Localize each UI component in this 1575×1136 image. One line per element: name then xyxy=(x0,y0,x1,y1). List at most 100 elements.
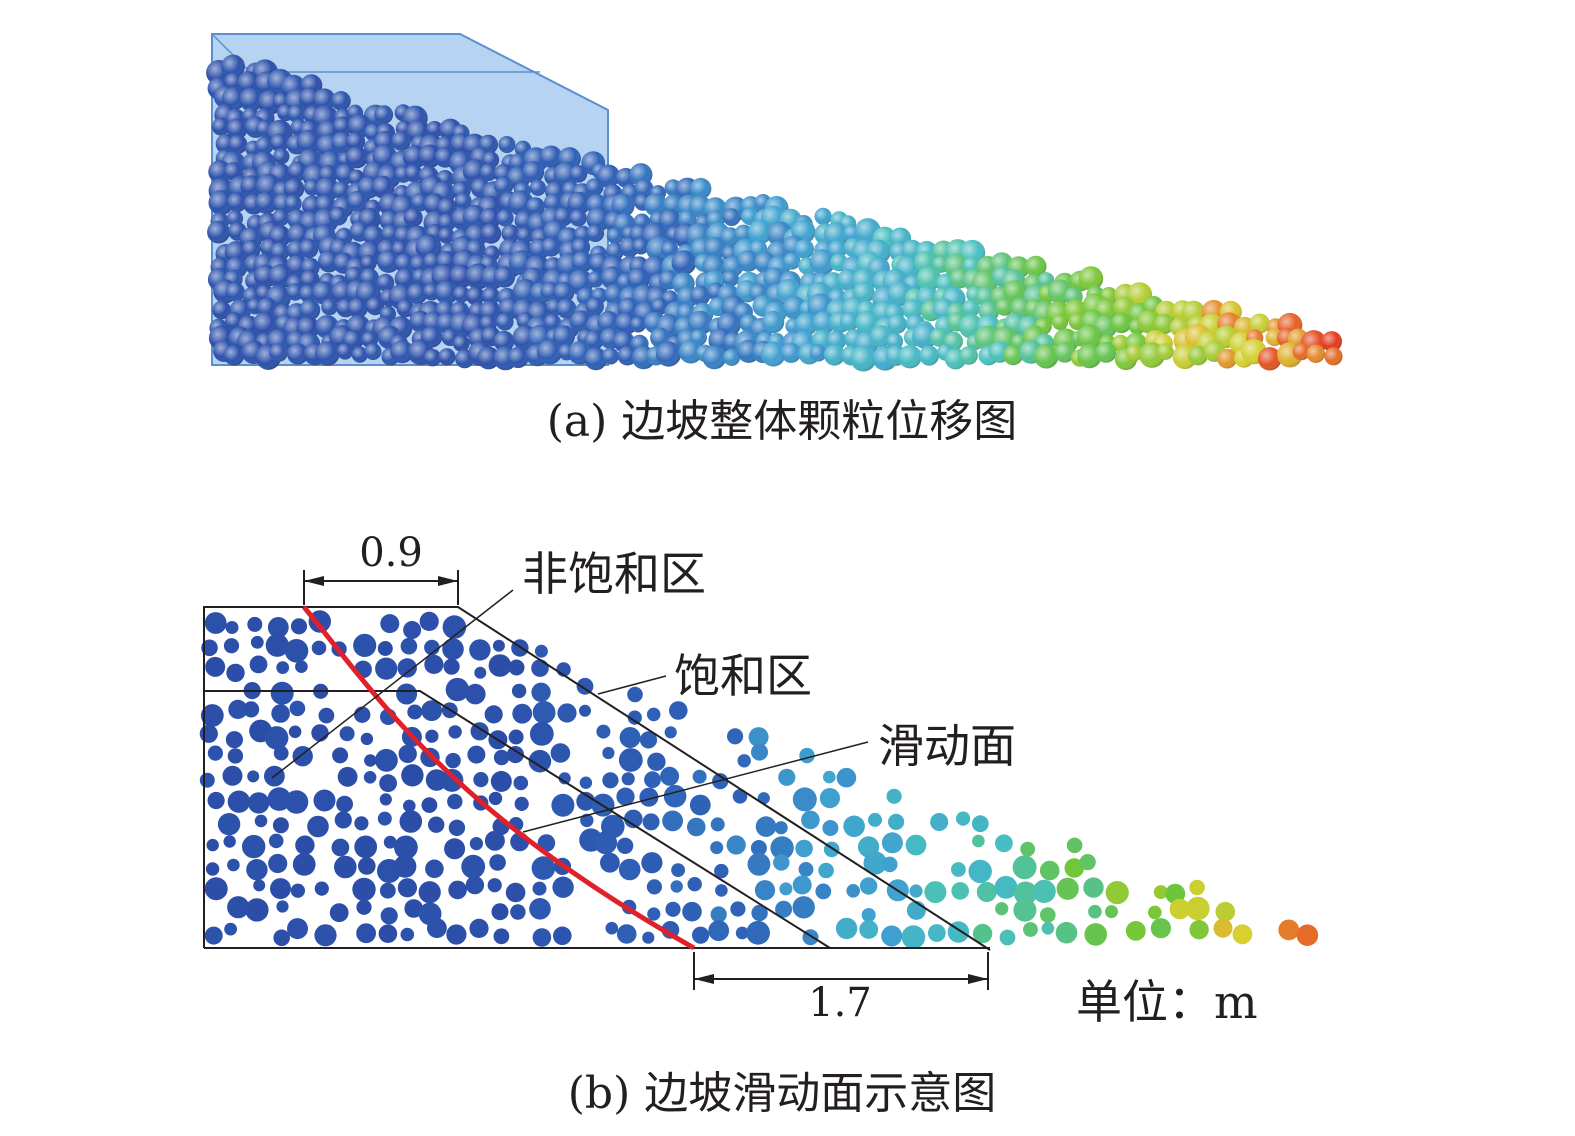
particle xyxy=(424,654,444,675)
particle-shade xyxy=(544,313,562,331)
particle-shade xyxy=(536,339,563,365)
particle xyxy=(336,795,353,813)
particle xyxy=(951,882,969,900)
particle-shade xyxy=(678,339,703,364)
particle xyxy=(488,654,512,677)
particle xyxy=(972,923,993,944)
particle xyxy=(354,706,371,723)
particle xyxy=(394,835,418,860)
particle-shade xyxy=(1054,342,1075,363)
particle xyxy=(331,838,350,857)
particle xyxy=(642,813,660,831)
particle-shade xyxy=(688,310,713,336)
particle xyxy=(487,878,502,893)
particle-shade xyxy=(1217,348,1237,369)
particle-shade xyxy=(438,348,456,366)
particle xyxy=(427,918,447,938)
particle xyxy=(822,820,839,836)
particle xyxy=(1296,924,1319,946)
particle-shade xyxy=(252,311,279,337)
particle-shade xyxy=(1076,324,1103,350)
particle-shade xyxy=(496,313,514,331)
particle-shade xyxy=(1188,345,1208,366)
particle xyxy=(662,810,683,832)
particle-shade xyxy=(516,227,534,244)
particle xyxy=(1153,885,1168,900)
particle xyxy=(846,884,860,898)
particle xyxy=(616,787,635,806)
particle xyxy=(363,771,377,784)
particle-shade xyxy=(840,312,859,331)
particle-shade xyxy=(596,164,621,188)
particle xyxy=(531,659,549,677)
particle-shade xyxy=(374,105,394,124)
particle xyxy=(318,707,335,724)
particle xyxy=(407,704,423,720)
particle xyxy=(267,617,289,638)
particle xyxy=(403,621,422,639)
particle xyxy=(295,660,308,673)
particle xyxy=(1039,860,1060,881)
particle xyxy=(616,837,634,854)
particle xyxy=(710,817,725,832)
caption-b: (b) 边坡滑动面示意图 xyxy=(568,1068,996,1119)
particle xyxy=(863,851,887,875)
particle xyxy=(445,677,470,702)
particle xyxy=(400,637,418,655)
particle-shade xyxy=(452,335,470,352)
particle-shade xyxy=(1068,313,1086,330)
particle-shade xyxy=(286,283,304,301)
particle xyxy=(400,927,415,942)
particle-shade xyxy=(823,344,846,366)
particle xyxy=(665,901,681,917)
particle xyxy=(470,722,489,741)
particle xyxy=(531,682,551,702)
particle xyxy=(353,633,377,658)
particle-shade xyxy=(722,208,741,227)
particle-shade xyxy=(273,148,290,165)
particle xyxy=(314,881,329,896)
particle-shade xyxy=(269,343,288,362)
particle xyxy=(399,810,423,833)
particle xyxy=(421,700,443,721)
particle-shade xyxy=(567,191,591,215)
particle-shade xyxy=(477,346,500,370)
particle-shade xyxy=(812,311,836,334)
particle xyxy=(339,726,355,742)
particle xyxy=(755,816,777,837)
particle-shade xyxy=(850,345,877,372)
particle xyxy=(469,639,491,661)
particle-shade xyxy=(870,325,893,348)
particle-shade xyxy=(783,252,801,270)
particle-shade xyxy=(569,209,587,227)
particle xyxy=(1169,898,1191,920)
particle xyxy=(1012,855,1037,880)
particle xyxy=(354,835,378,859)
particle-shade xyxy=(782,296,807,320)
particle xyxy=(461,854,486,879)
particle xyxy=(859,877,878,895)
particle-shade xyxy=(959,346,978,365)
particle xyxy=(770,836,794,860)
particle xyxy=(1105,905,1118,919)
particle-shade xyxy=(659,209,682,232)
particle xyxy=(1105,881,1129,905)
particle xyxy=(1013,881,1038,905)
particle xyxy=(253,879,266,892)
particle xyxy=(512,703,533,724)
particle xyxy=(775,900,793,918)
particle xyxy=(818,862,834,879)
particle-shade xyxy=(814,207,832,225)
particle xyxy=(642,931,655,944)
particle-shade xyxy=(331,91,351,111)
particle xyxy=(273,745,289,761)
particle-shade xyxy=(552,325,575,348)
particle xyxy=(1232,924,1253,945)
particle xyxy=(329,903,349,923)
particle xyxy=(424,639,440,656)
particle-shade xyxy=(376,273,395,292)
particle xyxy=(473,772,489,788)
particle-shade xyxy=(313,88,336,111)
particle-shade xyxy=(287,104,306,123)
particle-shade xyxy=(722,270,739,287)
